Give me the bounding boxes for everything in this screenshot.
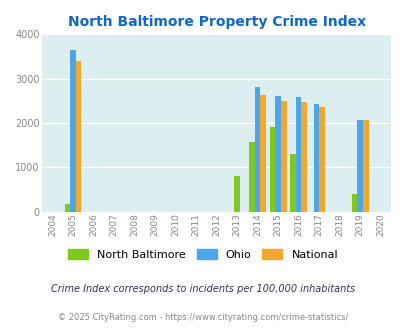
Bar [254, 87, 260, 212]
Bar [295, 97, 301, 212]
Bar [351, 194, 356, 212]
Bar [362, 119, 368, 212]
Bar [269, 127, 275, 212]
Bar [318, 108, 324, 212]
Bar [275, 96, 280, 212]
Bar [70, 50, 76, 212]
Text: © 2025 CityRating.com - https://www.cityrating.com/crime-statistics/: © 2025 CityRating.com - https://www.city… [58, 313, 347, 322]
Text: Crime Index corresponds to incidents per 100,000 inhabitants: Crime Index corresponds to incidents per… [51, 284, 354, 294]
Title: North Baltimore Property Crime Index: North Baltimore Property Crime Index [68, 15, 365, 29]
Bar [249, 142, 254, 212]
Bar [290, 154, 295, 212]
Bar [234, 176, 239, 212]
Bar [65, 204, 70, 212]
Bar [260, 95, 265, 212]
Bar [76, 61, 81, 212]
Bar [356, 119, 362, 212]
Bar [301, 102, 306, 212]
Bar [313, 104, 318, 212]
Legend: North Baltimore, Ohio, National: North Baltimore, Ohio, National [68, 249, 337, 260]
Bar [280, 101, 286, 212]
